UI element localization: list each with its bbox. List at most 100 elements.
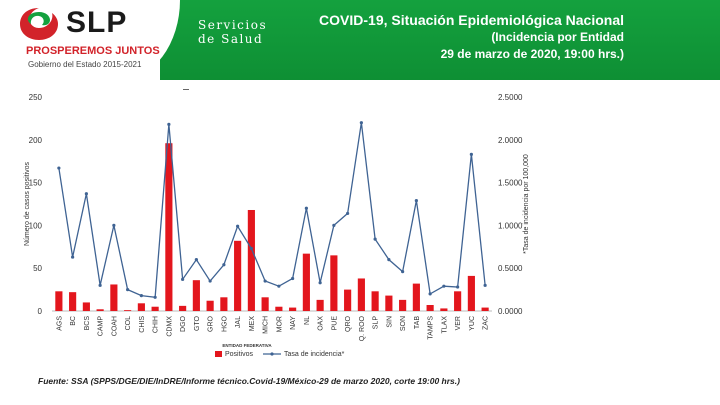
point-tasa-incidencia (139, 293, 143, 298)
department-line2: de Salud (198, 32, 264, 46)
x-tick-label: NAY (290, 316, 297, 330)
bar-positivos (344, 289, 352, 311)
point-tasa-incidencia (318, 281, 322, 285)
bar-positivos (454, 291, 462, 311)
bar-positivos (385, 295, 393, 311)
y2-axis-label: *Tasa de incidencia por 100,000 (523, 154, 530, 254)
point-tasa-incidencia (277, 284, 281, 288)
x-tick-label: OAX (318, 316, 325, 331)
page-date: 29 de marzo de 2020, 19:00 hrs.) (440, 47, 624, 61)
x-tick-label: JAL (235, 316, 242, 328)
y-tick-label: 0 (38, 307, 43, 316)
x-tick-label: CHIS (139, 316, 146, 333)
x-axis-label: ENTIDAD FEDERATIVA (222, 343, 272, 348)
slp-logo: SLP PROSPEREMOS JUNTOS Gobierno del Esta… (12, 4, 162, 74)
x-tick-label: BC (70, 316, 77, 326)
page-subtitle: (Incidencia por Entidad (491, 30, 624, 44)
bar-positivos (151, 306, 159, 311)
bar-positivos (124, 310, 132, 311)
point-tasa-incidencia (153, 295, 157, 299)
x-tick-label: BCS (84, 316, 91, 331)
x-tick-label: DGO (180, 315, 187, 332)
x-tick-label: NL (304, 316, 311, 325)
bar-positivos (110, 284, 118, 311)
point-tasa-incidencia (222, 263, 226, 267)
y-tick-label: 150 (29, 179, 43, 188)
bar-positivos (302, 253, 310, 311)
department-name: Servicios de Salud (198, 18, 267, 46)
legend-label-positivos: Positivos (225, 351, 254, 358)
y2-tick-label: 2.5000 (498, 93, 523, 102)
decorative-dash (183, 89, 189, 90)
source-note: Fuente: SSA (SPPS/DGE/DIE/InDRE/Informe … (38, 376, 460, 386)
bar-positivos (165, 143, 173, 311)
x-tick-label: GRO (208, 315, 215, 332)
x-tick-label: SIN (386, 316, 393, 328)
bar-positivos (220, 297, 228, 311)
x-tick-label: CHIH (153, 316, 160, 333)
x-tick-label: TAMPS (428, 316, 435, 340)
point-tasa-incidencia (167, 122, 171, 126)
y-tick-label: 200 (29, 136, 43, 145)
point-tasa-incidencia (442, 284, 446, 288)
y2-tick-label: 1.5000 (498, 179, 523, 188)
point-tasa-incidencia (263, 279, 267, 283)
point-tasa-incidencia (291, 276, 295, 281)
y-tick-label: 50 (33, 264, 42, 273)
x-tick-label: COL (125, 316, 132, 331)
point-tasa-incidencia (428, 292, 432, 296)
y2-tick-label: 0.0000 (498, 307, 523, 316)
legend-label-tasa: Tasa de incidencia* (284, 351, 345, 358)
point-tasa-incidencia (236, 224, 240, 228)
y-tick-label: 100 (29, 221, 43, 230)
bar-positivos (330, 255, 338, 311)
bar-positivos (371, 291, 379, 311)
point-tasa-incidencia (387, 258, 391, 262)
point-tasa-incidencia (373, 237, 377, 241)
department-line1: Servicios (198, 18, 268, 32)
page-title: COVID-19, Situación Epidemiológica Nacio… (319, 12, 624, 28)
x-tick-label: AGS (56, 316, 63, 331)
x-tick-label: VER (455, 316, 462, 330)
header-green-band (160, 0, 720, 80)
point-tasa-incidencia (98, 283, 102, 287)
bar-positivos (137, 303, 145, 311)
point-tasa-incidencia (483, 283, 487, 287)
y2-tick-label: 1.0000 (498, 221, 523, 230)
bar-positivos (96, 309, 104, 311)
logo-government: Gobierno del Estado 2015-2021 (28, 60, 142, 69)
bar-positivos (467, 275, 475, 311)
point-tasa-incidencia (71, 255, 75, 259)
bar-positivos (399, 299, 407, 311)
x-tick-label: Q. ROO (359, 315, 366, 341)
x-tick-label: GTO (194, 315, 201, 331)
bar-positivos (275, 306, 283, 311)
point-tasa-incidencia (304, 206, 308, 210)
incidence-chart: 0 50 100 150 200 250 0.0000 0.5000 1.0000 1.5000 2… (24, 93, 530, 358)
bar-positivos (481, 307, 489, 311)
point-tasa-incidencia (112, 223, 116, 227)
point-tasa-incidencia (401, 270, 405, 274)
point-tasa-incidencia (469, 152, 473, 156)
bar-positivos (412, 283, 420, 311)
bar-positivos (69, 292, 77, 311)
point-tasa-incidencia (84, 192, 88, 196)
slp-emblem-icon (20, 8, 58, 40)
x-tick-label: SLP (373, 316, 380, 330)
point-tasa-incidencia (181, 277, 185, 281)
x-tick-label: TLAX (441, 316, 448, 334)
point-tasa-incidencia (414, 198, 418, 203)
x-tick-label: COAH (111, 316, 118, 336)
point-tasa-incidencia (456, 285, 460, 289)
x-tick-label: YUC (469, 316, 476, 331)
bar-positivos (206, 300, 214, 311)
line-tasa-incidencia (58, 122, 486, 299)
bar-positivos (192, 280, 200, 311)
y-tick-label: 250 (29, 93, 43, 102)
x-tick-label: TAB (414, 316, 421, 329)
bar-positivos (55, 291, 63, 311)
logo-text: SLP (66, 6, 128, 39)
x-tick-label: MOR (276, 316, 283, 332)
x-tick-label: HGO (221, 315, 228, 332)
x-tick-label: MEX (249, 316, 256, 332)
